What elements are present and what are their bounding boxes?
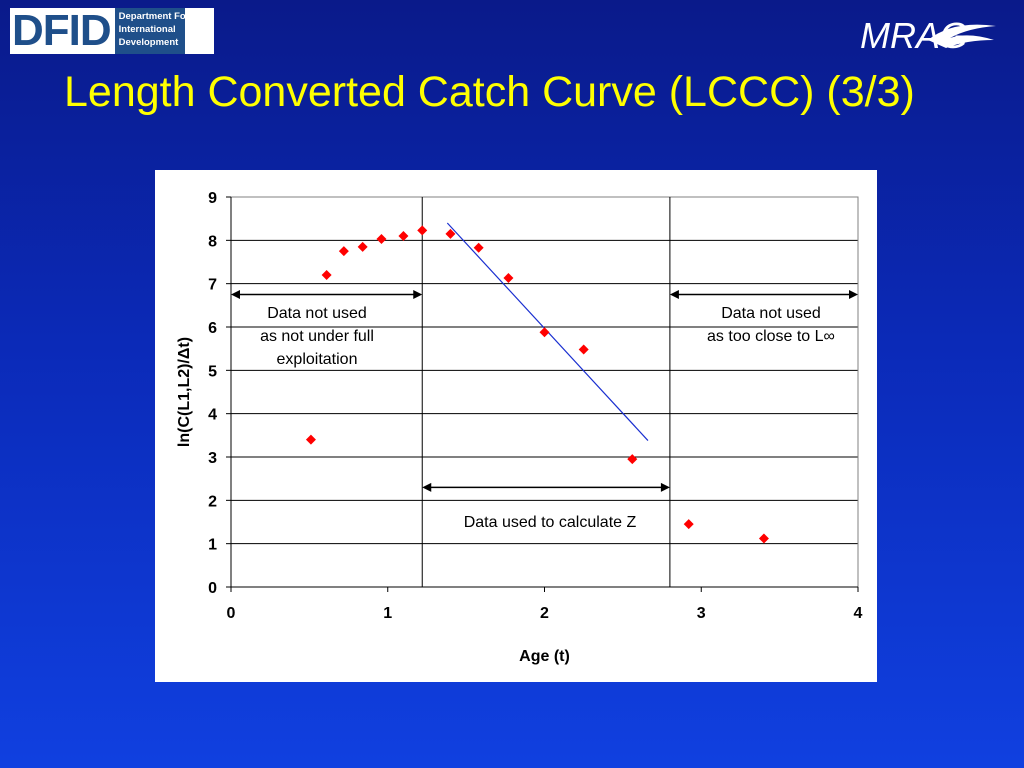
data-point — [338, 246, 349, 257]
right-annotation-line1: Data not used — [721, 305, 821, 322]
range-arrows — [231, 290, 858, 492]
data-point — [627, 454, 638, 465]
y-tick-label: 6 — [208, 320, 217, 337]
y-tick-label: 1 — [208, 537, 217, 554]
vertical-dividers — [421, 197, 671, 587]
catch-curve-chart: 0 1 2 3 4 5 6 7 8 9 0 1 2 3 4 Age (t) ln(C(L1,L2)/Δt) — [176, 190, 863, 665]
x-tick-label: 4 — [854, 605, 863, 622]
y-tick-label: 2 — [208, 493, 217, 510]
left-annotation-line2: as not under full — [260, 328, 374, 345]
left-annotation: Data not used as not under full exploita… — [234, 302, 400, 371]
left-annotation-line1: Data not used — [267, 305, 367, 322]
right-annotation: Data not used as too close to L∞ — [679, 302, 863, 348]
data-point — [305, 434, 316, 445]
middle-annotation: Data used to calculate Z — [425, 511, 675, 534]
axis-labels: 0 1 2 3 4 5 6 7 8 9 0 1 2 3 4 Age (t) ln(C(L1,L2)/Δt) — [176, 190, 863, 665]
x-tick-label: 2 — [540, 605, 549, 622]
x-tick-label: 0 — [227, 605, 236, 622]
data-point — [321, 270, 332, 280]
y-tick-label: 4 — [208, 407, 217, 424]
axes — [226, 196, 859, 592]
y-tick-label: 3 — [208, 450, 217, 467]
arrow-head-right — [413, 290, 423, 299]
y-axis-title: ln(C(L1,L2)/Δt) — [176, 337, 193, 447]
data-point — [539, 327, 550, 338]
dfid-logo: DFID Department For International Develo… — [10, 8, 214, 54]
right-annotation-line2: as too close to L∞ — [707, 328, 835, 345]
dfid-logo-line3: Development — [118, 37, 179, 48]
data-point — [376, 234, 387, 245]
arrow-head-left — [231, 290, 240, 299]
x-axis-title: Age (t) — [519, 648, 570, 665]
slide-title: Length Converted Catch Curve (LCCC) (3/3… — [64, 68, 915, 116]
data-point — [473, 242, 484, 253]
dfid-logo-words: Department For International Development — [114, 8, 190, 54]
data-point — [758, 533, 769, 544]
mrag-logo: MRAG — [860, 15, 996, 56]
data-point — [417, 225, 428, 236]
data-points — [305, 225, 769, 544]
y-tick-label: 7 — [208, 277, 217, 294]
chart-panel: 0 1 2 3 4 5 6 7 8 9 0 1 2 3 4 Age (t) ln(C(L1,L2)/Δt) Da… — [155, 170, 877, 682]
dfid-logo-line1: Department For — [118, 11, 190, 22]
data-point — [578, 344, 589, 355]
x-tick-label: 1 — [383, 605, 392, 622]
arrow-head-right — [849, 290, 858, 299]
y-tick-label: 0 — [208, 580, 217, 597]
middle-annotation-text: Data used to calculate Z — [463, 514, 637, 531]
y-tick-label: 9 — [208, 190, 217, 207]
dfid-logo-letters: DFID — [10, 8, 115, 54]
x-tick-label: 3 — [697, 605, 706, 622]
data-point — [683, 519, 694, 530]
mrag-wave-icon — [928, 24, 996, 48]
data-point — [503, 273, 514, 284]
arrow-head-left — [422, 482, 432, 492]
arrow-head-right — [660, 482, 670, 492]
dfid-logo-line2: International — [118, 24, 176, 35]
arrow-head-left — [669, 290, 679, 299]
left-annotation-line3: exploitation — [276, 351, 358, 368]
y-tick-label: 5 — [208, 363, 217, 380]
y-tick-label: 8 — [208, 233, 217, 250]
data-point — [398, 231, 409, 241]
data-point — [357, 241, 368, 252]
